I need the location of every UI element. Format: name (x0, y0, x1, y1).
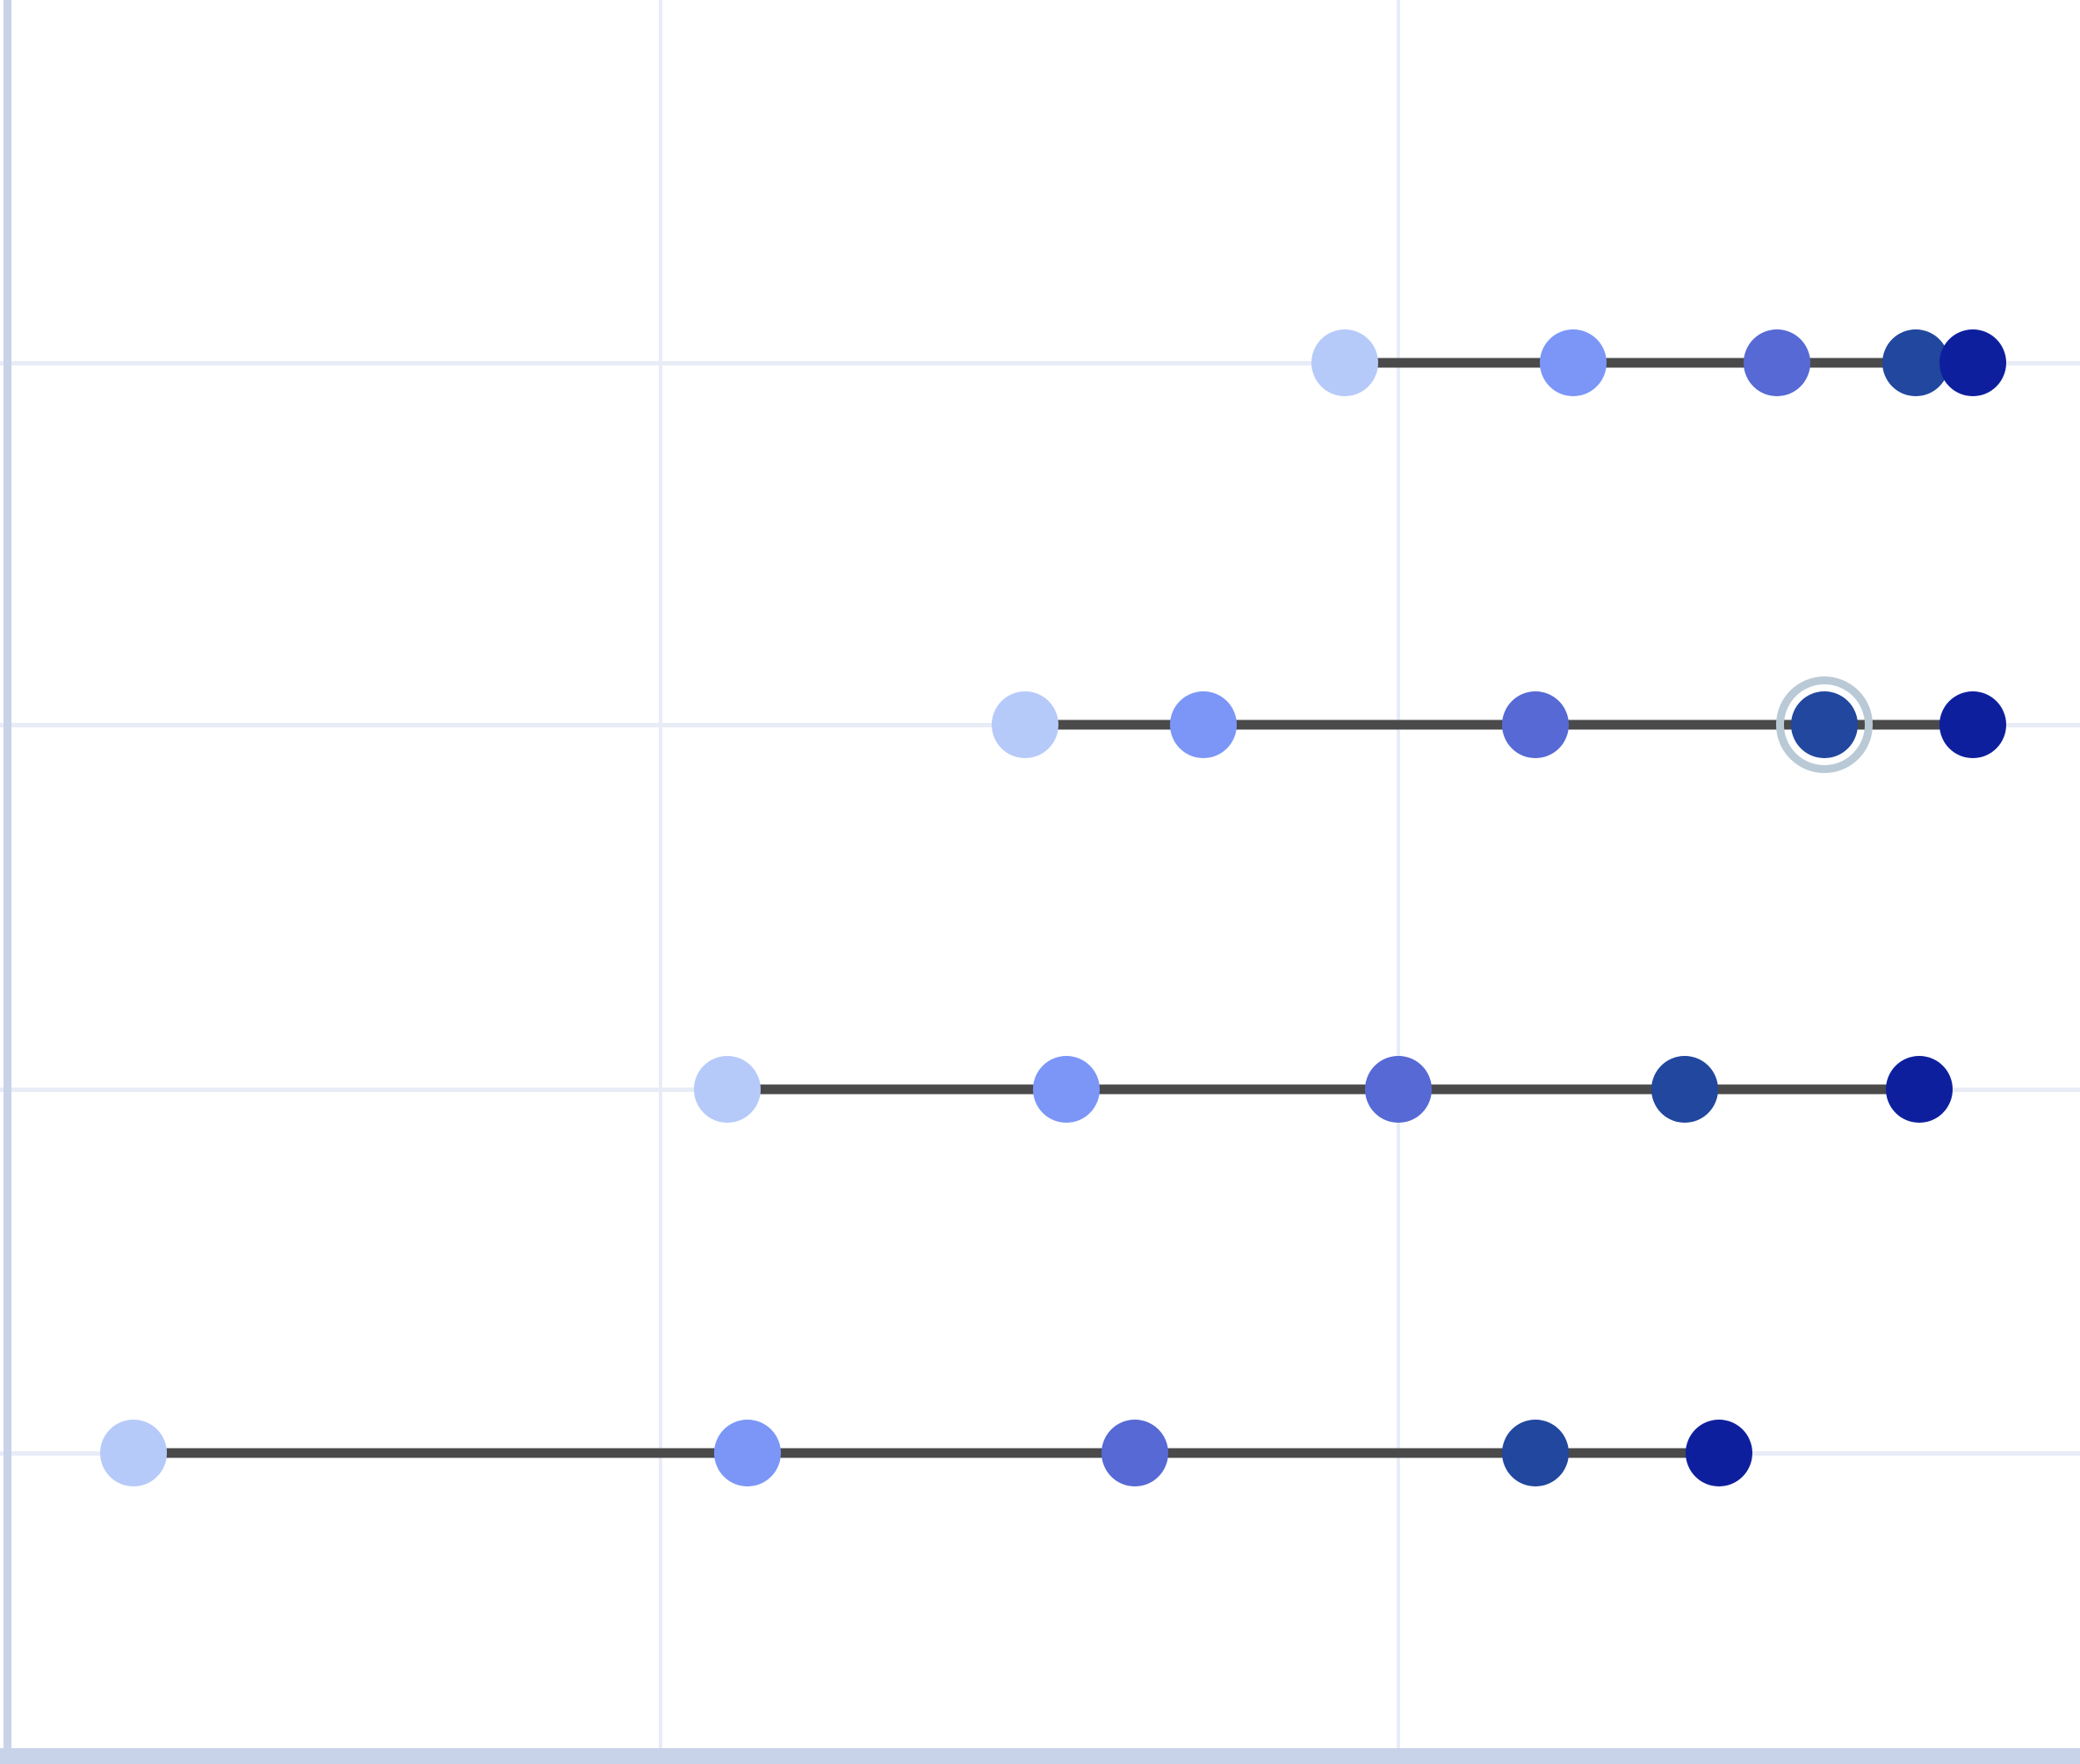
gridline-vertical-1 (659, 0, 662, 1748)
data-point-marker[interactable] (1686, 1420, 1752, 1486)
data-point-marker[interactable] (992, 691, 1058, 758)
data-point-marker[interactable] (1540, 329, 1607, 396)
data-point-marker[interactable] (1502, 691, 1569, 758)
connector-line (1025, 719, 1973, 730)
data-point-marker[interactable] (1365, 1056, 1432, 1123)
data-point-marker[interactable] (1033, 1056, 1100, 1123)
data-point-marker[interactable] (1101, 1420, 1168, 1486)
data-point-marker[interactable] (714, 1420, 781, 1486)
data-point-marker[interactable] (1939, 329, 2006, 396)
data-point-marker[interactable] (100, 1420, 167, 1486)
gridline-horizontal-1 (0, 361, 2080, 365)
connector-line (134, 1448, 1719, 1458)
connector-line (727, 1084, 1919, 1095)
connector-line (1345, 358, 1972, 368)
data-point-marker[interactable] (1311, 329, 1378, 396)
gridline-vertical-2 (1397, 0, 1400, 1748)
data-point-marker[interactable] (1791, 691, 1858, 758)
data-point-marker[interactable] (694, 1056, 761, 1123)
y-axis-line (4, 0, 11, 1764)
data-point-marker[interactable] (1651, 1056, 1718, 1123)
data-point-marker[interactable] (1886, 1056, 1953, 1123)
data-point-marker[interactable] (1170, 691, 1237, 758)
data-point-marker[interactable] (1502, 1420, 1569, 1486)
data-point-marker[interactable] (1744, 329, 1810, 396)
data-point-marker[interactable] (1882, 329, 1949, 396)
x-axis-line (0, 1748, 2080, 1764)
data-point-marker[interactable] (1939, 691, 2006, 758)
